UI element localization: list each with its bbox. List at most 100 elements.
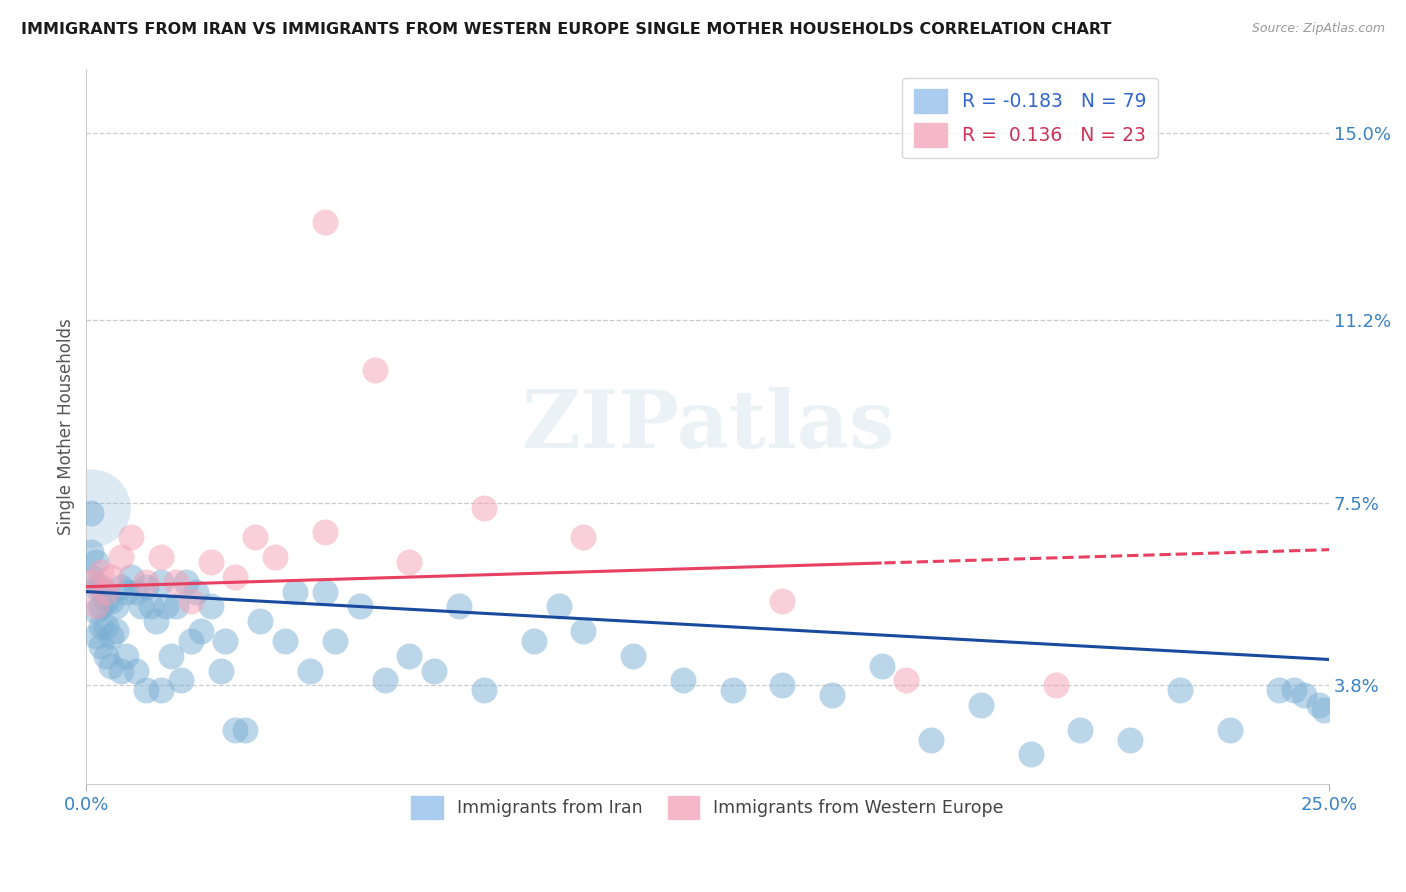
Point: [145, 614, 167, 628]
Point: [110, 664, 132, 678]
Point: [1019, 747, 1042, 762]
Point: [139, 599, 162, 614]
Point: [120, 530, 142, 544]
Point: [96, 648, 118, 663]
Point: [84, 599, 107, 614]
Point: [1294, 688, 1316, 702]
Point: [96, 619, 118, 633]
Point: [125, 664, 148, 678]
Point: [398, 555, 420, 569]
Point: [96, 594, 118, 608]
Point: [1168, 683, 1191, 698]
Point: [672, 673, 695, 688]
Point: [314, 214, 336, 228]
Point: [80, 570, 103, 584]
Point: [125, 584, 148, 599]
Point: [363, 362, 385, 376]
Point: [214, 634, 236, 648]
Point: [149, 574, 172, 589]
Point: [314, 525, 336, 540]
Point: [165, 574, 187, 589]
Point: [100, 658, 122, 673]
Legend: Immigrants from Iran, Immigrants from Western Europe: Immigrants from Iran, Immigrants from We…: [405, 789, 1011, 825]
Point: [323, 634, 346, 648]
Point: [374, 673, 396, 688]
Point: [298, 664, 321, 678]
Point: [80, 506, 103, 520]
Point: [90, 639, 112, 653]
Point: [224, 723, 246, 737]
Point: [100, 594, 122, 608]
Point: [1069, 723, 1091, 737]
Point: [170, 673, 193, 688]
Point: [235, 723, 257, 737]
Point: [155, 599, 177, 614]
Point: [245, 530, 267, 544]
Point: [149, 683, 172, 698]
Point: [314, 584, 336, 599]
Point: [547, 599, 569, 614]
Point: [870, 658, 893, 673]
Point: [970, 698, 993, 712]
Point: [135, 574, 157, 589]
Point: [90, 599, 112, 614]
Point: [115, 584, 138, 599]
Point: [84, 629, 107, 643]
Point: [472, 683, 495, 698]
Point: [224, 570, 246, 584]
Point: [110, 550, 132, 565]
Point: [80, 545, 103, 559]
Point: [1119, 732, 1142, 747]
Point: [1045, 678, 1067, 692]
Point: [200, 555, 222, 569]
Point: [165, 599, 187, 614]
Y-axis label: Single Mother Households: Single Mother Households: [58, 318, 75, 534]
Point: [84, 555, 107, 569]
Point: [80, 500, 103, 515]
Point: [1308, 698, 1330, 712]
Point: [1219, 723, 1241, 737]
Point: [120, 570, 142, 584]
Point: [135, 580, 157, 594]
Text: ZIPatlas: ZIPatlas: [522, 387, 894, 466]
Point: [80, 574, 103, 589]
Point: [209, 664, 232, 678]
Point: [190, 624, 212, 639]
Point: [100, 629, 122, 643]
Point: [1282, 683, 1305, 698]
Point: [90, 580, 112, 594]
Point: [449, 599, 471, 614]
Point: [523, 634, 546, 648]
Point: [472, 500, 495, 515]
Point: [84, 604, 107, 618]
Point: [184, 584, 207, 599]
Point: [274, 634, 297, 648]
Point: [349, 599, 371, 614]
Text: Source: ZipAtlas.com: Source: ZipAtlas.com: [1251, 22, 1385, 36]
Point: [821, 688, 844, 702]
Point: [84, 580, 107, 594]
Point: [180, 594, 202, 608]
Point: [174, 574, 197, 589]
Point: [110, 580, 132, 594]
Point: [249, 614, 271, 628]
Point: [149, 550, 172, 565]
Point: [264, 550, 287, 565]
Point: [159, 648, 181, 663]
Point: [105, 599, 128, 614]
Point: [1268, 683, 1291, 698]
Point: [200, 599, 222, 614]
Point: [180, 634, 202, 648]
Point: [1313, 703, 1336, 717]
Point: [284, 584, 307, 599]
Point: [105, 624, 128, 639]
Point: [423, 664, 446, 678]
Point: [920, 732, 942, 747]
Point: [115, 648, 138, 663]
Point: [96, 584, 118, 599]
Point: [572, 624, 595, 639]
Point: [770, 594, 793, 608]
Point: [896, 673, 918, 688]
Point: [770, 678, 793, 692]
Point: [135, 683, 157, 698]
